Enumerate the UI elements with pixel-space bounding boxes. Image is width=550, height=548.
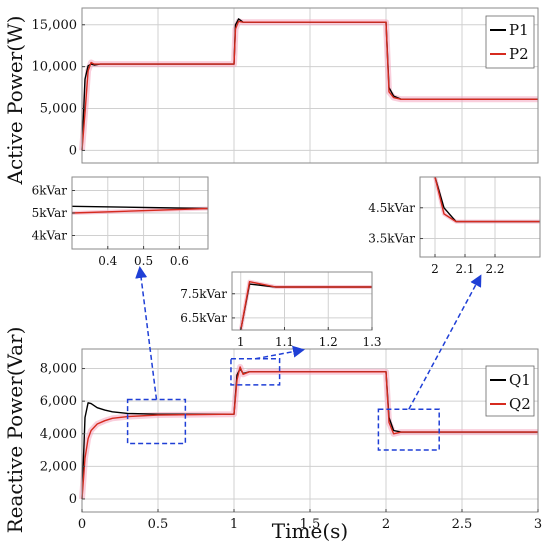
legend-label: P1 <box>509 21 529 39</box>
y-tick-label: 5,000 <box>40 102 77 117</box>
series-line-p1 <box>81 18 538 151</box>
x-tick-label: 0 <box>78 517 86 532</box>
y-tick-label: 10,000 <box>32 60 78 75</box>
y-tick-label: 15,000 <box>32 18 78 33</box>
y-tick-label: 2,000 <box>40 459 77 474</box>
y-tick-label: 5kVar <box>32 206 68 220</box>
zoom-region-c <box>377 408 440 451</box>
x-tick-label: 1 <box>237 335 245 349</box>
x-tick-label: 1.3 <box>362 335 381 349</box>
legend-label: P2 <box>509 45 529 63</box>
x-tick-label: 0.5 <box>148 517 169 532</box>
y-tick-label: 0 <box>69 492 77 507</box>
y-tick-label: 6.5kVar <box>180 311 227 325</box>
x-tick-label: 1.2 <box>319 335 338 349</box>
zoom-inset-a: 6kVar 5kVar 4kVar 0.4 0.5 0.6 <box>32 176 209 268</box>
series-line-p2 <box>81 20 538 151</box>
x-tick-label: 0.5 <box>134 254 153 268</box>
x-tick-label: 1 <box>230 517 238 532</box>
zoom-inset-b-frame <box>231 271 373 331</box>
legend-label: Q2 <box>509 395 531 413</box>
reactive-power-legend-box <box>485 365 535 417</box>
x-tick-label: 3 <box>534 517 542 532</box>
y-tick-label: 4kVar <box>32 229 68 243</box>
active-power-chart-frame <box>81 7 539 164</box>
reactive-power-y-label: Reactive Power(Var) <box>3 327 27 534</box>
time-x-label: Time(s) <box>272 519 348 543</box>
legend-label: Q1 <box>509 371 531 389</box>
x-tick-label: 0.4 <box>98 254 117 268</box>
active-power-y-label: Active Power(W) <box>3 16 27 186</box>
y-tick-label: 0 <box>69 143 77 158</box>
x-tick-label: 1.1 <box>275 335 294 349</box>
x-tick-label: 2.5 <box>452 517 473 532</box>
series-line-q2 <box>81 366 538 500</box>
y-tick-label: 4,000 <box>40 427 77 442</box>
y-tick-label: 7.5kVar <box>180 287 227 301</box>
y-tick-label: 4.5kVar <box>368 201 415 215</box>
zoom-inset-c-frame <box>419 176 541 258</box>
y-tick-label: 8,000 <box>40 362 77 377</box>
y-tick-label: 3.5kVar <box>368 232 415 246</box>
series-line-1 <box>71 207 209 214</box>
x-tick-label: 2 <box>431 262 439 276</box>
zoom-region-a-arrow <box>135 266 158 400</box>
series-line-1 <box>434 176 540 223</box>
x-tick-label: 2.1 <box>455 262 474 276</box>
series-line-q1 <box>81 367 538 500</box>
zoom-region-c-arrow <box>408 274 482 410</box>
x-tick-label: 2.2 <box>485 262 504 276</box>
x-tick-label: 0.6 <box>170 254 189 268</box>
series-line-1 <box>240 281 372 331</box>
active-power-chart: 0 5,000 10,000 15,000 <box>32 7 539 164</box>
zoom-inset-c: 4.5kVar 3.5kVar 2 2.1 2.2 <box>368 176 541 276</box>
y-tick-label: 6kVar <box>32 184 68 198</box>
active-power-legend-box <box>485 15 535 69</box>
y-tick-label: 6,000 <box>40 394 77 409</box>
reactive-power-chart: 0 2,000 4,000 6,000 8,000 0 0.5 1 1.5 2 2.5 3 <box>40 348 542 532</box>
series-line-0 <box>71 205 209 210</box>
x-tick-label: 2 <box>382 517 390 532</box>
zoom-inset-b: 7.5kVar 6.5kVar 1 1.1 1.2 1.3 <box>180 271 382 349</box>
x-tick-label: 1.5 <box>300 517 321 532</box>
